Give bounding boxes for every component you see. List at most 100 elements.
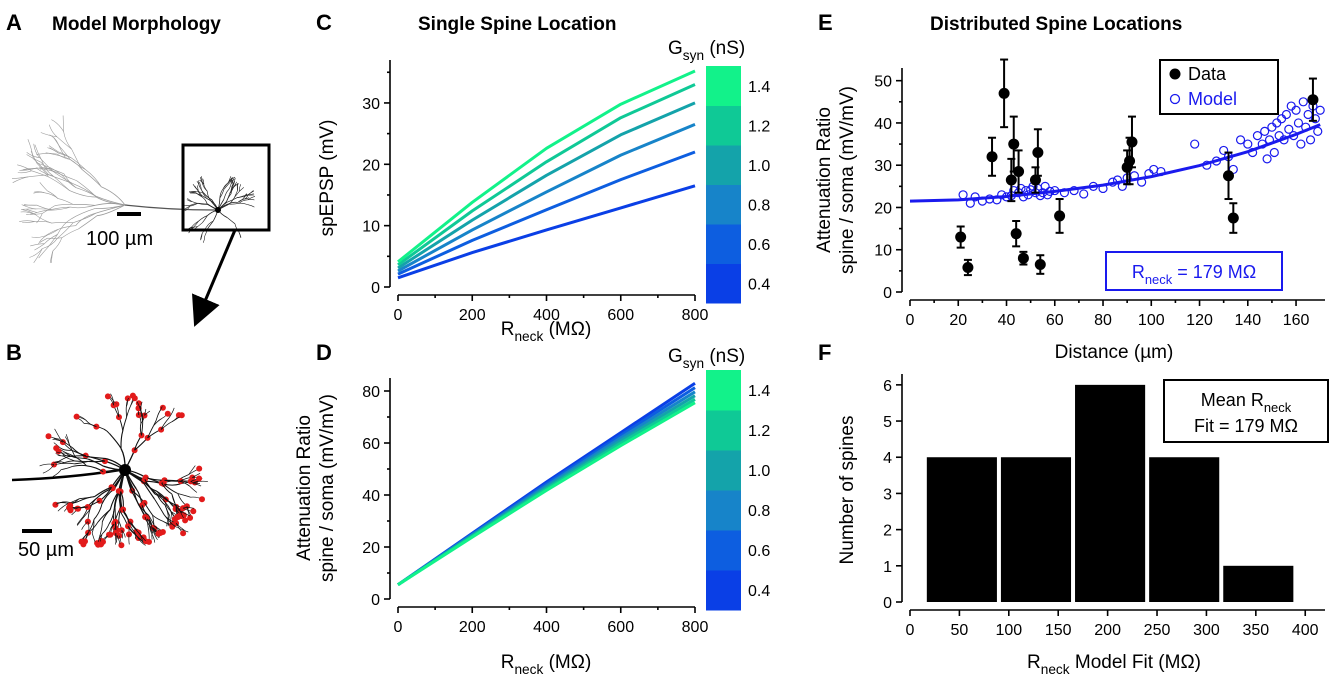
y-tick-label: 80 — [362, 384, 380, 401]
apical-dendrite — [48, 145, 59, 153]
basal-dendrite — [164, 504, 169, 517]
apical-dendrite — [51, 119, 64, 132]
y-tick-label: 4 — [883, 450, 892, 467]
histogram-bar — [1000, 457, 1072, 602]
panel-c-letter: C — [316, 10, 332, 35]
basal-dendrite — [176, 474, 189, 482]
basal-dendrite — [64, 436, 70, 446]
basal-dendrite — [86, 456, 107, 460]
y-tick-label: 10 — [874, 243, 892, 260]
legend-data-label: Data — [1188, 64, 1227, 84]
model-point — [1315, 105, 1325, 115]
model-point — [997, 190, 1007, 200]
basal-dendrite — [99, 521, 103, 535]
apical-dendrite — [30, 213, 43, 215]
basal-dendrite — [157, 406, 163, 416]
x-axis-label: Rneck (MΩ) — [501, 652, 592, 677]
data-point — [1227, 212, 1239, 224]
basal-dendrite — [61, 465, 74, 470]
basal-dendrite — [75, 457, 89, 460]
basal-dendrite — [57, 503, 68, 512]
colorbar-tick-label: 0.6 — [748, 543, 770, 560]
scale-bar-a-label: 100 µm — [86, 228, 153, 250]
y-tick-label: 3 — [883, 486, 892, 503]
basal-dendrite — [55, 453, 65, 458]
basal-dendrite — [91, 532, 96, 543]
panel-e-letter: E — [818, 10, 833, 35]
colorbar-label-main: G — [668, 346, 683, 367]
apical-dendrite — [47, 147, 59, 154]
colorbar-segment — [706, 145, 741, 185]
basal-dendrite — [64, 451, 76, 458]
basal-dendrite — [115, 532, 117, 542]
basal-dendrite — [144, 479, 158, 495]
basal-dendrite — [144, 502, 153, 516]
basal-dendrite — [203, 193, 212, 201]
panel-e-title: Distributed Spine Locations — [930, 14, 1182, 35]
spine-marker — [118, 542, 125, 549]
x-axis-label: Rneck Model Fit (MΩ) — [1027, 652, 1201, 677]
basal-dendrite — [93, 503, 103, 520]
data-point — [1005, 174, 1017, 186]
basal-dendrite — [232, 181, 235, 188]
model-point — [1272, 118, 1282, 128]
basal-dendrite — [149, 525, 154, 534]
y-tick-label: 10 — [362, 219, 380, 236]
basal-dendrite — [236, 195, 247, 198]
panel-a-letter: A — [6, 10, 22, 35]
basal-dendrite — [182, 507, 195, 509]
colorbar-tick-label: 0.4 — [748, 276, 770, 293]
data-point — [986, 151, 998, 163]
basal-dendrite — [190, 481, 201, 484]
y-tick-label: 50 — [874, 74, 892, 91]
apical-dendrite — [39, 234, 48, 243]
y-tick-label: 30 — [362, 96, 380, 113]
apical-dendrite — [56, 136, 72, 150]
basal-dendrite — [152, 529, 158, 540]
y-tick-label: 0 — [371, 280, 380, 297]
apical-dendrite — [69, 190, 97, 198]
series-line-gsyn-1.4 — [397, 401, 696, 586]
apical-dendrite — [49, 134, 59, 144]
rneck-annotation-box — [1105, 251, 1283, 291]
apical-dendrite — [47, 234, 58, 248]
x-tick-label: 200 — [459, 619, 486, 636]
basal-dendrite — [226, 193, 232, 202]
apical-dendrite — [33, 158, 49, 175]
model-point — [1276, 114, 1287, 124]
apical-dendrite — [36, 163, 49, 178]
basal-dendrite — [101, 523, 110, 535]
x-tick-label: 100 — [995, 622, 1022, 639]
spine-marker — [142, 538, 149, 545]
legend-data-marker — [1169, 68, 1181, 80]
neuron-morphology-full — [11, 115, 256, 263]
apical-dendrite — [65, 157, 83, 170]
basal-dendrite — [228, 197, 235, 205]
spine-marker — [95, 541, 102, 548]
apical-dendrite — [34, 144, 43, 161]
x-tick-label: 200 — [459, 307, 486, 324]
colorbar-label-unit: (nS) — [704, 38, 745, 59]
basal-dendrite — [139, 505, 150, 516]
series-line-gsyn-0.8 — [397, 123, 696, 273]
data-point — [962, 261, 974, 273]
x-tick-label: 600 — [607, 619, 634, 636]
basal-dendrite — [64, 460, 76, 463]
basal-dendrite — [55, 460, 65, 463]
apical-dendrite — [71, 148, 83, 170]
apical-dendrite — [51, 222, 74, 224]
basal-dendrite — [52, 438, 64, 443]
mean-annotation-line1-sub: neck — [1264, 400, 1292, 415]
apical-dendrite — [48, 153, 66, 158]
basal-dendrite — [76, 517, 84, 526]
basal-dendrite — [141, 422, 144, 436]
basal-dendrite — [57, 502, 68, 504]
apical-dendrite — [71, 157, 86, 170]
basal-dendrite — [228, 176, 236, 182]
spine-marker — [196, 475, 203, 482]
model-point — [1267, 122, 1277, 132]
apical-dendrite — [36, 153, 50, 155]
soma — [119, 464, 131, 476]
x-tick-label: 160 — [1283, 312, 1310, 329]
